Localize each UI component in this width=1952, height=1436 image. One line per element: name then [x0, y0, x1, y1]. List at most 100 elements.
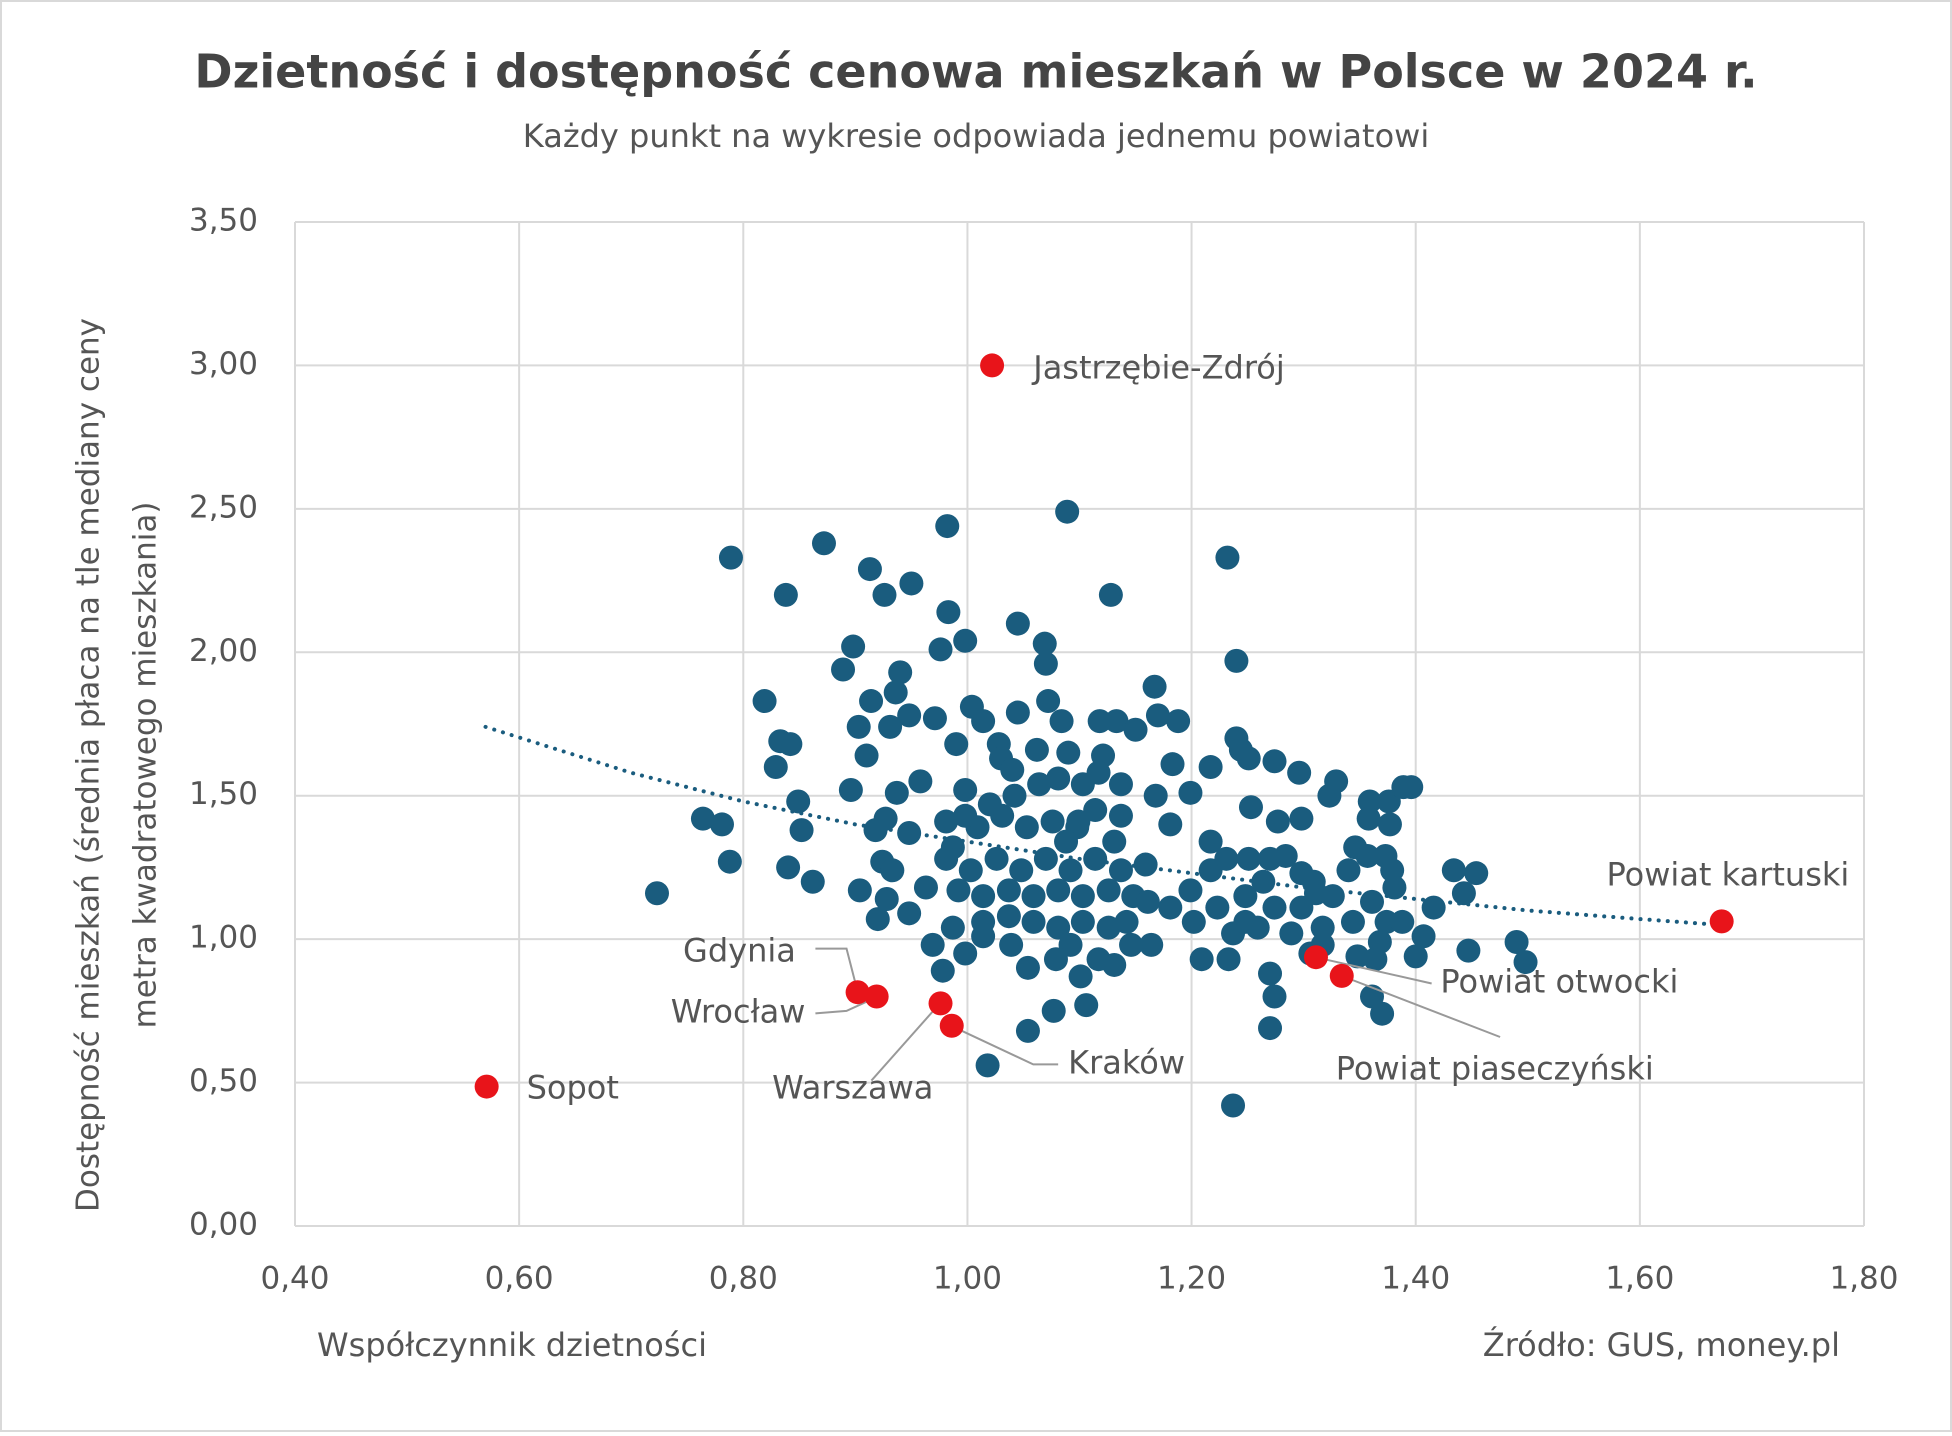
data-point [718, 545, 743, 570]
data-point [884, 780, 909, 805]
data-point [1087, 709, 1112, 734]
point-label: Jastrzębie-Zdrój [1031, 349, 1285, 387]
data-point [971, 884, 996, 909]
data-point [1303, 945, 1328, 970]
data-point [786, 789, 811, 814]
data-point [776, 855, 801, 880]
x-tick-label: 1,20 [1157, 1261, 1226, 1297]
data-point [1046, 878, 1071, 903]
data-point [1178, 780, 1203, 805]
data-point [1015, 955, 1040, 980]
data-point [880, 858, 905, 883]
data-point [1135, 889, 1160, 914]
data-point [922, 706, 947, 731]
data-point [1058, 932, 1083, 957]
data-point [971, 709, 996, 734]
data-point [975, 1053, 1000, 1078]
data-point [690, 806, 715, 831]
data-point [1198, 858, 1223, 883]
data-point [800, 869, 825, 894]
data-point [1377, 812, 1402, 837]
data-point [1166, 709, 1191, 734]
data-point [934, 809, 959, 834]
point-label: Sopot [527, 1068, 619, 1106]
data-point [1709, 909, 1734, 934]
data-point [878, 714, 903, 739]
data-point [863, 818, 888, 843]
data-point [939, 1013, 964, 1038]
data-point [1238, 795, 1263, 820]
data-point [1054, 829, 1079, 854]
data-point [1189, 947, 1214, 972]
data-point [1287, 760, 1312, 785]
data-point [1041, 998, 1066, 1023]
data-point [1317, 783, 1342, 808]
data-point [1441, 858, 1466, 883]
y-tick-label: 0,00 [189, 1207, 258, 1243]
data-point [1160, 752, 1185, 777]
point-label: Kraków [1068, 1043, 1185, 1081]
y-tick-label: 3,00 [189, 346, 258, 382]
data-point [996, 878, 1021, 903]
data-point [874, 886, 899, 911]
data-point [999, 932, 1024, 957]
data-point [864, 984, 889, 1009]
data-point [1390, 909, 1415, 934]
data-point [1382, 875, 1407, 900]
data-point [1279, 921, 1304, 946]
data-point [953, 628, 978, 653]
data-point [953, 941, 978, 966]
data-point [1221, 1093, 1246, 1118]
data-point [935, 514, 960, 539]
data-point [1236, 746, 1261, 771]
data-point [1356, 806, 1381, 831]
data-point [1098, 582, 1123, 607]
data-point [1123, 717, 1148, 742]
y-tick-label: 2,50 [189, 489, 258, 525]
data-point [1142, 674, 1167, 699]
data-point [934, 846, 959, 871]
data-point [928, 991, 953, 1016]
data-point [928, 637, 953, 662]
data-point [1289, 806, 1314, 831]
data-point [946, 878, 971, 903]
data-point [1273, 843, 1298, 868]
data-point [1464, 861, 1489, 886]
data-point [1329, 963, 1354, 988]
data-point [1258, 1016, 1283, 1041]
data-point [953, 777, 978, 802]
data-point [1355, 843, 1380, 868]
data-point [1083, 846, 1108, 871]
data-point [1145, 703, 1170, 728]
data-point [752, 689, 777, 714]
data-point [1049, 709, 1074, 734]
data-point [1258, 961, 1283, 986]
data-point [1046, 915, 1071, 940]
point-label: Warszawa [772, 1068, 933, 1106]
data-point [1108, 803, 1133, 828]
x-tick-label: 1,60 [1605, 1261, 1674, 1297]
data-point [936, 600, 961, 625]
data-point [709, 812, 734, 837]
data-point [1009, 858, 1034, 883]
leader-line [1315, 956, 1432, 985]
data-point [1033, 651, 1058, 676]
data-point [1178, 878, 1203, 903]
data-point [1133, 852, 1158, 877]
y-axis-label: metra kwadratowego mieszkania) [128, 502, 164, 1029]
data-point [1233, 884, 1258, 909]
data-point [958, 858, 983, 883]
data-point [841, 634, 866, 659]
data-point [1262, 984, 1287, 1009]
data-point [1456, 938, 1481, 963]
x-axis-label: Współczynnik dzietności [317, 1326, 707, 1364]
leader-line [815, 947, 859, 993]
data-point [1021, 884, 1046, 909]
data-point [859, 689, 884, 714]
data-point [1513, 950, 1538, 975]
data-point [1032, 631, 1057, 656]
data-point [811, 531, 836, 556]
data-point [1024, 737, 1049, 762]
